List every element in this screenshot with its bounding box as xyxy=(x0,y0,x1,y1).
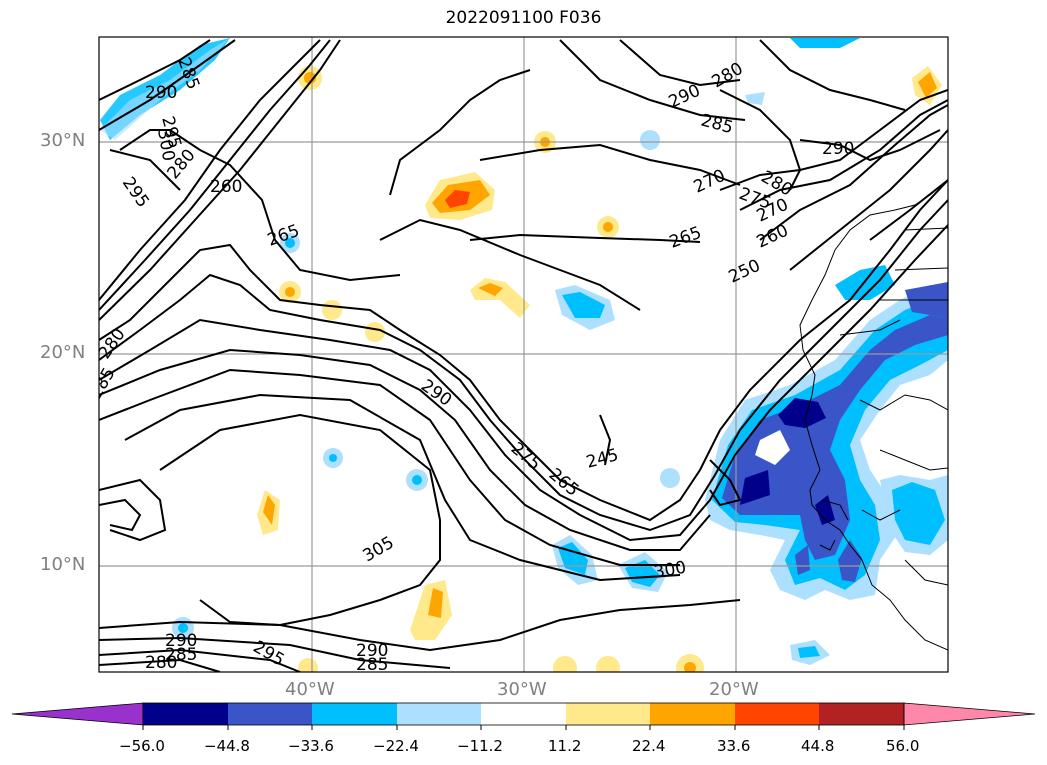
colorbar-segment xyxy=(819,703,904,725)
colorbar-tick-label: 22.4 xyxy=(632,737,666,755)
contour-label: 260 xyxy=(754,221,792,253)
contour-label: 270 xyxy=(691,166,729,198)
contour-label: 290 xyxy=(417,376,455,411)
contour-label: 290 xyxy=(165,631,197,651)
colorbar-segment xyxy=(566,703,650,725)
colorbar-tick-label: −44.8 xyxy=(204,737,250,755)
contour-labels: 285 290 295 300 280 295 280 285 260 265 … xyxy=(95,55,854,675)
colorbar-tick-label: 11.2 xyxy=(548,737,582,755)
colorbar-tick-label: −22.4 xyxy=(373,737,419,755)
figure-title: 2022091100 F036 xyxy=(445,8,602,28)
lat-label: 10°N xyxy=(40,554,86,575)
contour-label: 265 xyxy=(667,223,704,253)
colorbar-segment xyxy=(481,703,566,725)
colorbar-segment xyxy=(228,703,312,725)
contour-label: 290 xyxy=(145,83,177,103)
colorbar-tick-label: 33.6 xyxy=(717,737,751,755)
colorbar-tick-label: 56.0 xyxy=(886,737,920,755)
map-frame xyxy=(98,36,949,673)
colorbar-segment xyxy=(312,703,397,725)
contour-label: 280 xyxy=(95,325,130,363)
contour-label: 280 xyxy=(145,653,177,673)
colorbar-tick-label: −11.2 xyxy=(457,737,503,755)
colorbar-tick-label: −33.6 xyxy=(288,737,334,755)
contour-label: 305 xyxy=(360,533,398,567)
colorbar-extend-low xyxy=(11,702,144,726)
colorbar-extend-high xyxy=(903,702,1036,726)
colorbar-tick-label: 44.8 xyxy=(801,737,835,755)
lat-label: 30°N xyxy=(40,130,86,151)
thickness-contours xyxy=(99,39,948,672)
lon-label: 40°W xyxy=(285,679,335,700)
lon-label: 20°W xyxy=(709,679,759,700)
contour-label: 280 xyxy=(709,59,747,93)
colorbar-segment xyxy=(650,703,735,725)
contour-label: 285 xyxy=(356,655,388,675)
contour-label: 245 xyxy=(584,445,621,473)
colorbar-segment xyxy=(143,703,228,725)
colorbar-tick-label: −56.0 xyxy=(119,737,165,755)
shaded-anomalies xyxy=(100,38,948,672)
contour-label: 290 xyxy=(356,641,388,661)
colorbar xyxy=(11,702,1036,730)
lat-label: 20°N xyxy=(40,342,86,363)
contour-label: 290 xyxy=(822,139,854,159)
contour-label: 300 xyxy=(652,558,687,583)
lon-label: 30°W xyxy=(497,679,547,700)
contour-label: 285 xyxy=(165,645,197,665)
contour-label: 260 xyxy=(210,177,242,197)
map-area: 285 290 295 300 280 295 280 285 260 265 … xyxy=(95,37,948,675)
coastlines xyxy=(799,179,948,651)
contour-label: 285 xyxy=(699,111,736,139)
contour-label: 250 xyxy=(726,256,764,288)
contour-label: 275 xyxy=(507,439,545,475)
colorbar-segment xyxy=(735,703,819,725)
contour-label: 295 xyxy=(118,173,153,211)
colorbar-segment xyxy=(397,703,481,725)
